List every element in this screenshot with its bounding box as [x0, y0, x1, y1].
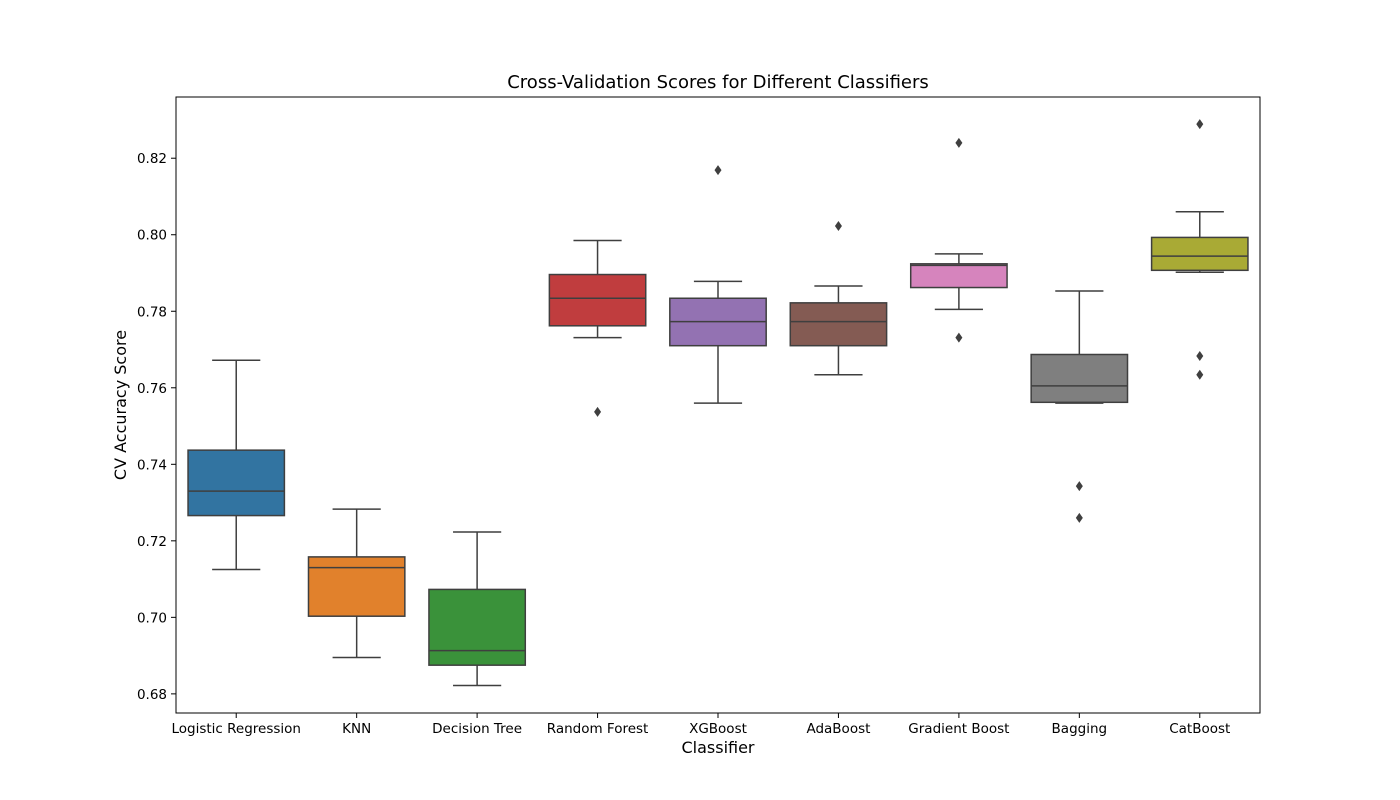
box-group	[1150, 119, 1249, 380]
x-tick-label: AdaBoost	[806, 721, 870, 737]
y-tick-label: 0.72	[137, 534, 167, 550]
box-group	[187, 359, 286, 571]
outlier-point	[594, 406, 602, 417]
x-tick-label: KNN	[342, 721, 371, 737]
plot-area	[187, 119, 1249, 687]
x-axis: Logistic Regression KNN Decision Tree Rando…	[171, 713, 1230, 737]
outlier-point	[955, 137, 963, 148]
outlier-point	[1196, 351, 1204, 362]
x-tick-label: Random Forest	[547, 721, 649, 737]
y-axis-label: CV Accuracy Score	[111, 330, 130, 480]
x-tick-label: Bagging	[1052, 721, 1108, 737]
box-group	[307, 508, 406, 659]
x-axis-label: Classifier	[681, 738, 754, 757]
box-group	[789, 220, 888, 376]
box-group	[428, 531, 527, 687]
box-group	[669, 165, 767, 404]
plot-frame	[175, 96, 1261, 714]
x-tick-label: Logistic Regression	[171, 721, 301, 737]
box-group	[909, 137, 1008, 343]
y-tick-label: 0.68	[137, 687, 167, 703]
y-axis: 0.68 0.70 0.72 0.74 0.76 0.78 0.80 0.82	[137, 151, 176, 703]
y-tick-label: 0.78	[137, 304, 167, 320]
iqr-box	[307, 556, 406, 617]
iqr-box	[1030, 353, 1129, 404]
x-tick-label: Gradient Boost	[908, 721, 1009, 737]
outlier-point	[955, 332, 963, 343]
x-tick-label: XGBoost	[689, 721, 747, 737]
y-tick-label: 0.82	[137, 151, 167, 167]
y-tick-label: 0.70	[137, 610, 167, 626]
iqr-box	[428, 588, 527, 666]
outlier-point	[1196, 369, 1204, 380]
iqr-box	[548, 273, 647, 327]
y-tick-label: 0.80	[137, 228, 167, 244]
outlier-point	[1075, 512, 1083, 523]
iqr-box	[1150, 236, 1249, 272]
y-tick-label: 0.76	[137, 381, 167, 397]
x-tick-label: Decision Tree	[432, 721, 522, 737]
outlier-point	[714, 165, 722, 176]
y-tick-label: 0.74	[137, 457, 167, 473]
chart-title: Cross-Validation Scores for Different Cl…	[507, 72, 929, 93]
iqr-box	[187, 449, 286, 517]
iqr-box	[789, 302, 888, 347]
x-tick-label: CatBoost	[1169, 721, 1230, 737]
box-group	[548, 239, 647, 417]
box-group	[1030, 290, 1129, 523]
outlier-point	[834, 220, 842, 231]
outlier-point	[1196, 119, 1204, 130]
iqr-box	[909, 263, 1008, 289]
outlier-point	[1075, 481, 1083, 492]
